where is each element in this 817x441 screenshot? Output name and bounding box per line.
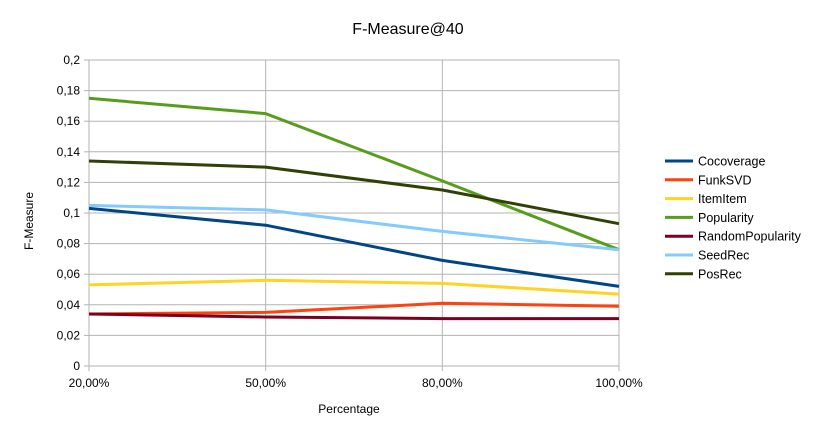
legend-entry: ItemItem <box>665 192 747 206</box>
legend-label: FunkSVD <box>698 173 752 187</box>
y-tick-label: 0,06 <box>57 267 81 281</box>
series-lines <box>88 96 620 321</box>
y-tick-label: 0,2 <box>63 53 80 67</box>
legend-entry: PosRec <box>665 267 742 281</box>
legend: Cocoverage FunkSVD ItemItem Popularity Rando… <box>665 155 802 281</box>
legend-label: SeedRec <box>698 249 749 263</box>
series-line-randompopularity <box>88 312 619 321</box>
series-line-seedrec <box>88 203 620 252</box>
legend-label: ItemItem <box>698 192 747 206</box>
series-line-cocoverage <box>88 206 620 288</box>
series-line-popularity <box>88 96 620 252</box>
y-tick-label: 0,08 <box>57 237 81 251</box>
y-tick-label: 0,12 <box>57 175 81 189</box>
y-axis-label: F-Measure <box>22 192 36 250</box>
series-line-itemitem <box>88 278 620 296</box>
x-tick-label: 80,00% <box>422 376 463 390</box>
legend-entry: Cocoverage <box>665 155 765 169</box>
legend-entry: Popularity <box>665 211 754 225</box>
x-tick-label: 50,00% <box>245 376 286 390</box>
series-line-posrec <box>88 159 620 226</box>
y-tick-label: 0,04 <box>57 298 81 312</box>
x-axis-label: Percentage <box>318 402 380 416</box>
axes: 0 0,02 0,04 0,06 0,08 0,1 0,12 0,14 0,16 0,18 0,2 2… <box>57 53 643 390</box>
legend-label: PosRec <box>698 267 742 281</box>
series-line-funksvd <box>88 301 620 316</box>
legend-entry: SeedRec <box>665 249 749 263</box>
chart-title: F-Measure@40 <box>352 21 463 38</box>
y-tick-label: 0,02 <box>57 328 81 342</box>
legend-label: Popularity <box>698 211 754 225</box>
legend-entry: FunkSVD <box>665 173 752 187</box>
y-tick-label: 0,18 <box>57 84 81 98</box>
x-tick-label: 20,00% <box>69 376 110 390</box>
y-tick-label: 0,14 <box>57 145 81 159</box>
plot-area-frame <box>88 59 620 367</box>
y-tick-label: 0 <box>73 359 80 373</box>
legend-label: Cocoverage <box>698 155 765 169</box>
legend-entry: RandomPopularity <box>665 230 802 244</box>
x-tick-label: 100,00% <box>595 376 643 390</box>
y-tick-label: 0,16 <box>57 114 81 128</box>
y-tick-label: 0,1 <box>63 206 80 220</box>
legend-label: RandomPopularity <box>698 230 802 244</box>
